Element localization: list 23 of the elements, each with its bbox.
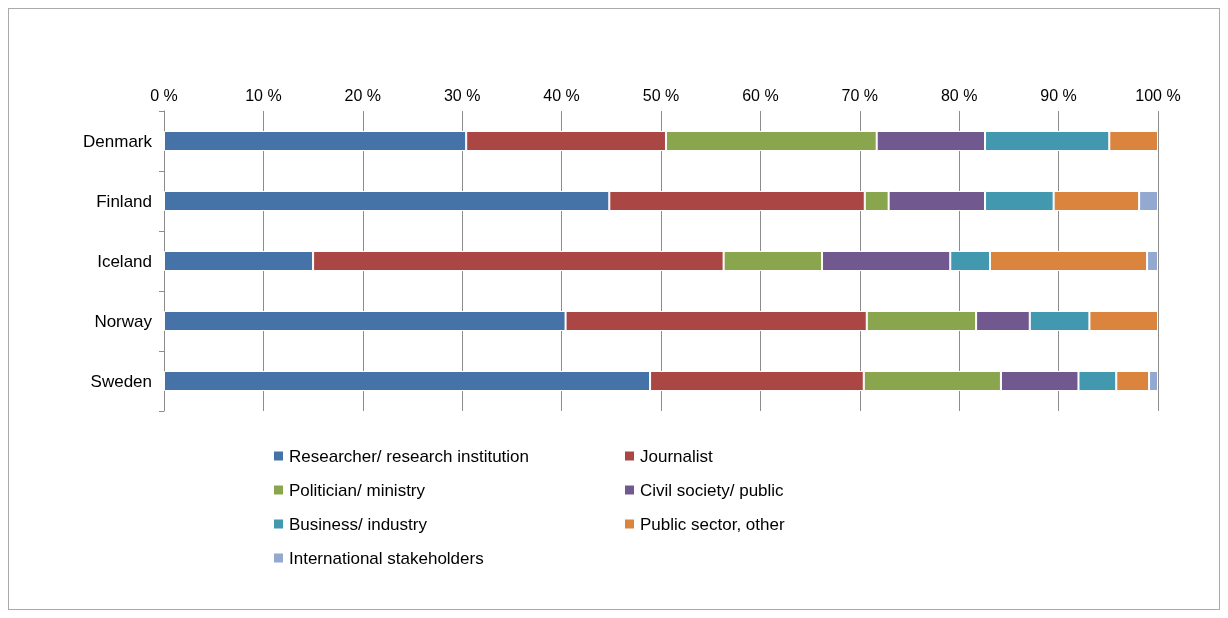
x-tick-label: 20 %	[344, 86, 382, 104]
x-tick-label: 100 %	[1135, 86, 1181, 104]
y-tick-label: Denmark	[83, 131, 153, 151]
x-tick-label: 90 %	[1040, 86, 1077, 104]
x-tick-label: 80 %	[940, 86, 978, 104]
y-tick-label: Iceland	[97, 251, 152, 271]
legend-label: Public sector, other	[640, 514, 785, 534]
legend-label: Business/ industry	[289, 514, 428, 534]
x-tick-label: 40 %	[543, 86, 580, 104]
x-tick-label: 70 %	[841, 86, 879, 104]
x-tick-label: 50 %	[642, 86, 680, 104]
legend-label: Civil society/ public	[640, 480, 785, 500]
y-tick-label: Sweden	[90, 371, 152, 391]
x-tick-label: 30 %	[443, 86, 481, 104]
x-tick-label: 10 %	[245, 86, 282, 104]
y-tick-label: Finland	[96, 191, 152, 211]
x-tick-label: 60 %	[742, 86, 779, 104]
legend-label: Journalist	[640, 446, 714, 466]
y-tick-label: Norway	[94, 311, 153, 331]
x-tick-label: 0 %	[150, 86, 178, 104]
legend-label: Researcher/ research institution	[289, 446, 530, 466]
legend-label: Politician/ ministry	[289, 480, 426, 500]
legend-label: International stakeholders	[289, 548, 484, 568]
